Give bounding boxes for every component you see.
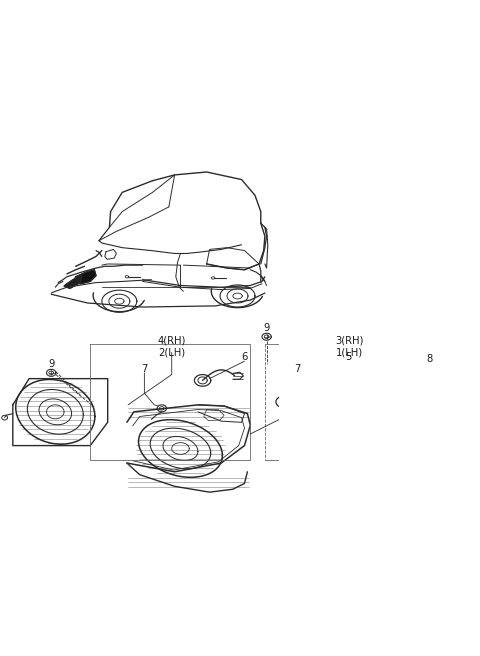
Text: 3(RH)
1(LH): 3(RH) 1(LH) — [335, 335, 363, 358]
Text: 4(RH)
2(LH): 4(RH) 2(LH) — [157, 335, 186, 358]
Polygon shape — [64, 276, 82, 289]
Text: 5: 5 — [345, 352, 351, 362]
Polygon shape — [74, 270, 96, 284]
Text: 6: 6 — [241, 352, 248, 362]
Text: 7: 7 — [141, 363, 147, 374]
Text: 8: 8 — [426, 354, 433, 365]
Text: 7: 7 — [294, 363, 300, 374]
Text: 9: 9 — [264, 323, 270, 333]
Text: 9: 9 — [48, 359, 54, 369]
